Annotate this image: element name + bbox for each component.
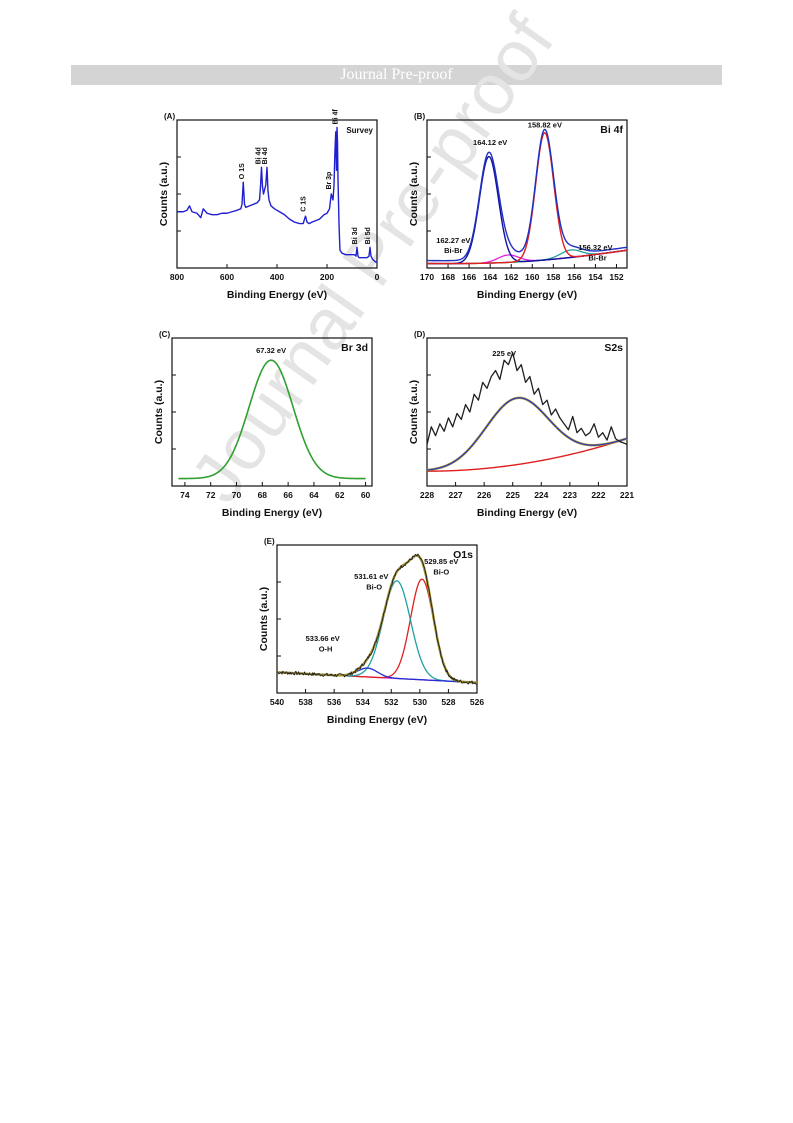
annotation-label: 531.61 eV bbox=[354, 572, 388, 581]
annotation-label: 67.32 eV bbox=[256, 346, 286, 355]
chart-panel-a: 800 600 400 200 0 (A) Survey Binding Energy (eV… bbox=[158, 109, 380, 301]
x-tick-label: 162 bbox=[504, 272, 518, 282]
annotation-label: Bi 5d bbox=[365, 227, 372, 244]
annotation-label: 533.66 eV bbox=[306, 634, 340, 643]
peak-fit-line bbox=[178, 359, 366, 480]
x-tick-label: 221 bbox=[620, 490, 634, 500]
chart-title: O1s bbox=[453, 549, 473, 561]
x-tick-label: 156 bbox=[567, 272, 581, 282]
x-tick-label: 60 bbox=[361, 490, 371, 500]
x-tick-label: 530 bbox=[413, 697, 427, 707]
background-line bbox=[427, 437, 628, 472]
x-tick-label: 0 bbox=[375, 272, 380, 282]
x-tick-label: 223 bbox=[563, 490, 577, 500]
plot-frame bbox=[176, 119, 378, 269]
panel-label: (C) bbox=[159, 330, 170, 339]
peak-fit-line bbox=[426, 397, 628, 471]
annotation-label: O-H bbox=[319, 645, 333, 654]
annotation-label: Bi-O bbox=[433, 568, 449, 577]
x-tick-label: 158 bbox=[546, 272, 560, 282]
annotation-label: 158.82 eV bbox=[528, 120, 562, 129]
chart-panel-c: 74 72 70 68 66 64 62 60 (C) Br 3d Binding Energy (… bbox=[153, 330, 373, 519]
annotation-label: 162.27 eV bbox=[436, 236, 470, 245]
x-tick-label: 152 bbox=[609, 272, 623, 282]
x-tick-label: 540 bbox=[270, 697, 284, 707]
x-tick-label: 160 bbox=[525, 272, 539, 282]
annotation-label: Bi-Br bbox=[444, 246, 462, 255]
chart-panel-b: 170 168 166 164 162 160 158 156 154 152 (B) Bi 4f Bi… bbox=[408, 112, 628, 301]
annotation-label: O 1S bbox=[239, 163, 246, 179]
survey-spectrum-line bbox=[177, 126, 377, 263]
x-tick-label: 70 bbox=[232, 490, 242, 500]
y-axis-label: Counts (a.u.) bbox=[408, 162, 420, 226]
annotation-label: Bi 4f bbox=[333, 109, 340, 125]
x-axis-label: Binding Energy (eV) bbox=[222, 507, 322, 519]
x-axis-label: Binding Energy (eV) bbox=[477, 507, 577, 519]
chart-title: Br 3d bbox=[341, 342, 368, 354]
annotation-label: Br 3p bbox=[326, 172, 333, 190]
y-axis-label: Counts (a.u.) bbox=[158, 162, 170, 226]
component-peak-line bbox=[427, 132, 628, 265]
annotation-label: 529.85 eV bbox=[424, 557, 458, 566]
raw-data-line bbox=[276, 553, 478, 685]
x-tick-label: 62 bbox=[335, 490, 345, 500]
panel-label: (A) bbox=[164, 112, 175, 121]
annotation-label: Bi-O bbox=[366, 582, 382, 591]
x-tick-label: 154 bbox=[588, 272, 602, 282]
x-tick-label: 200 bbox=[320, 272, 334, 282]
y-axis-label: Counts (a.u.) bbox=[408, 380, 420, 444]
y-axis-label: Counts (a.u.) bbox=[153, 380, 165, 444]
x-tick-label: 526 bbox=[470, 697, 484, 707]
annotation-label: Bi 4d bbox=[262, 147, 269, 164]
x-tick-label: 164 bbox=[483, 272, 497, 282]
x-tick-label: 170 bbox=[420, 272, 434, 282]
x-tick-label: 534 bbox=[356, 697, 370, 707]
x-tick-label: 168 bbox=[441, 272, 455, 282]
x-tick-label: 400 bbox=[270, 272, 284, 282]
x-tick-label: 72 bbox=[206, 490, 216, 500]
annotation-label: 164.12 eV bbox=[473, 138, 507, 147]
x-axis-label: Binding Energy (eV) bbox=[477, 289, 577, 301]
annotation-label: 156.32 eV bbox=[578, 243, 612, 252]
x-tick-label: 528 bbox=[441, 697, 455, 707]
annotation-label: Bi-Br bbox=[588, 254, 606, 263]
x-tick-label: 224 bbox=[534, 490, 548, 500]
x-tick-label: 68 bbox=[258, 490, 268, 500]
annotation-label: 225 eV bbox=[492, 349, 516, 358]
chart-title: Bi 4f bbox=[600, 124, 623, 136]
x-tick-label: 225 bbox=[506, 490, 520, 500]
panel-label: (E) bbox=[264, 537, 275, 546]
x-axis-label: Binding Energy (eV) bbox=[227, 289, 327, 301]
x-tick-label: 228 bbox=[420, 490, 434, 500]
x-tick-label: 226 bbox=[477, 490, 491, 500]
chart-panel-d: 228 227 226 225 224 223 222 221 (D) S2s Binding En… bbox=[408, 330, 634, 519]
journal-banner: Journal Pre-proof bbox=[71, 65, 722, 85]
panel-label: (D) bbox=[414, 330, 425, 339]
x-tick-label: 166 bbox=[462, 272, 476, 282]
annotation-label: Bi 3d bbox=[352, 227, 359, 244]
x-tick-label: 538 bbox=[298, 697, 312, 707]
component-peak-line bbox=[276, 578, 478, 684]
x-tick-label: 536 bbox=[327, 697, 341, 707]
x-tick-label: 532 bbox=[384, 697, 398, 707]
x-tick-label: 227 bbox=[448, 490, 462, 500]
x-tick-label: 74 bbox=[180, 490, 190, 500]
x-tick-label: 64 bbox=[309, 490, 319, 500]
envelope-line bbox=[427, 128, 628, 262]
x-tick-label: 66 bbox=[283, 490, 293, 500]
chart-title: Survey bbox=[346, 126, 373, 135]
annotation-label: C 1S bbox=[301, 196, 308, 212]
chart-title: S2s bbox=[604, 342, 623, 354]
x-tick-label: 800 bbox=[170, 272, 184, 282]
x-tick-label: 600 bbox=[220, 272, 234, 282]
chart-panel-e: 540 538 536 534 532 530 528 526 (E) O1s Binding En… bbox=[258, 537, 484, 726]
y-axis-label: Counts (a.u.) bbox=[258, 587, 270, 651]
x-tick-label: 222 bbox=[591, 490, 605, 500]
panel-label: (B) bbox=[414, 112, 425, 121]
annotation-label: Bi 4d bbox=[256, 147, 263, 164]
component-peak-line bbox=[276, 580, 478, 684]
plot-frame bbox=[426, 337, 628, 487]
x-axis-label: Binding Energy (eV) bbox=[327, 714, 427, 726]
raw-data-line bbox=[426, 352, 628, 446]
